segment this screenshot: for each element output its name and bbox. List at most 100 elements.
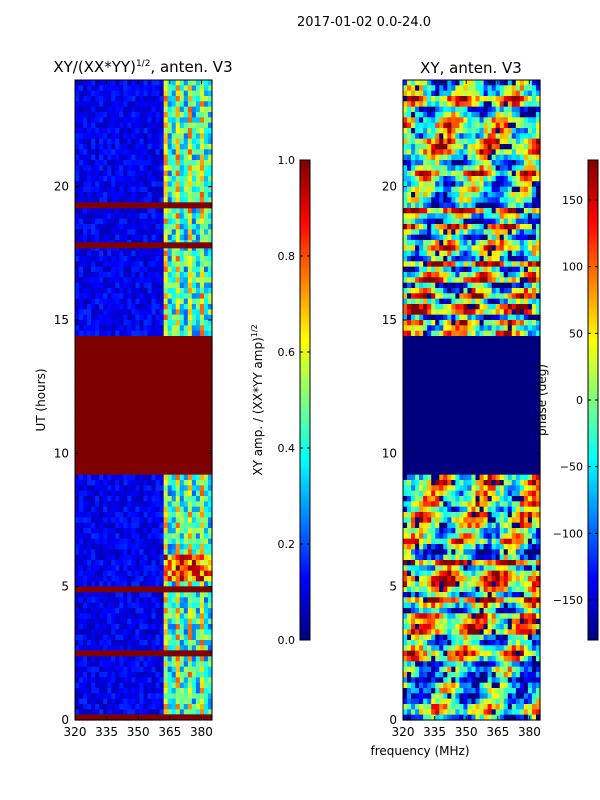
amplitude-cell bbox=[75, 128, 80, 134]
phase-cell bbox=[503, 90, 509, 97]
amplitude-cell bbox=[103, 602, 108, 609]
amplitude-cell bbox=[151, 576, 157, 582]
amplitude-cell bbox=[95, 208, 100, 214]
phase-cell bbox=[479, 138, 485, 145]
amplitude-cell bbox=[111, 101, 116, 108]
amplitude-cell bbox=[135, 149, 141, 156]
amplitude-cell bbox=[79, 277, 84, 284]
phase-cell bbox=[459, 149, 465, 156]
phase-cell bbox=[479, 85, 485, 92]
amplitude-cell bbox=[127, 688, 133, 694]
phase-cell bbox=[443, 160, 448, 166]
amplitude-cell bbox=[99, 336, 104, 342]
amplitude-cell bbox=[115, 256, 120, 262]
amplitude-cell bbox=[119, 677, 124, 684]
amplitude-cell bbox=[123, 277, 128, 284]
amplitude-cell bbox=[107, 224, 112, 230]
amplitude-cell bbox=[151, 272, 157, 278]
phase-cell bbox=[451, 128, 456, 134]
phase-cell bbox=[507, 160, 513, 166]
phase-cell bbox=[447, 197, 452, 204]
phase-cell bbox=[531, 122, 537, 129]
amplitude-cell bbox=[151, 373, 157, 380]
amplitude-cell bbox=[163, 416, 169, 422]
amplitude-cell bbox=[79, 421, 84, 428]
phase-cell bbox=[431, 80, 436, 86]
amplitude-cell bbox=[187, 410, 193, 417]
amplitude-cell bbox=[147, 570, 153, 577]
amplitude-cell bbox=[119, 309, 124, 316]
amplitude-cell bbox=[95, 85, 100, 92]
amplitude-cell bbox=[191, 394, 197, 401]
amplitude-cell bbox=[143, 112, 149, 118]
amplitude-cell bbox=[131, 453, 137, 460]
phase-cell bbox=[411, 96, 416, 102]
amplitude-cell bbox=[131, 416, 137, 422]
amplitude-cell bbox=[163, 197, 169, 204]
amplitude-cell bbox=[75, 325, 80, 332]
amplitude-cell bbox=[195, 709, 201, 716]
amplitude-cell bbox=[171, 448, 177, 454]
amplitude-cell bbox=[95, 544, 100, 550]
amplitude-cell bbox=[171, 250, 177, 257]
amplitude-cell bbox=[87, 208, 92, 214]
amplitude-cell bbox=[183, 138, 189, 145]
amplitude-cell bbox=[115, 85, 120, 92]
phase-cell bbox=[503, 117, 509, 124]
amplitude-cell bbox=[127, 96, 133, 102]
amplitude-cell bbox=[139, 688, 145, 694]
amplitude-cell bbox=[191, 432, 197, 438]
amplitude-cell bbox=[147, 186, 153, 193]
phase-cell bbox=[527, 85, 533, 92]
amplitude-cell bbox=[139, 453, 145, 460]
amplitude-cell bbox=[139, 261, 145, 268]
amplitude-cell bbox=[151, 352, 157, 358]
amplitude-cell bbox=[171, 581, 177, 588]
amplitude-cell bbox=[87, 688, 92, 694]
phase-cell bbox=[459, 90, 465, 97]
amplitude-cell bbox=[115, 266, 120, 273]
amplitude-cell bbox=[83, 80, 88, 86]
amplitude-cell bbox=[163, 277, 169, 284]
amplitude-cell bbox=[195, 592, 201, 598]
amplitude-cell bbox=[83, 496, 88, 502]
amplitude-cell bbox=[123, 666, 128, 673]
amplitude-cell bbox=[135, 549, 141, 556]
phase-cell bbox=[415, 197, 420, 204]
phase-cell bbox=[451, 149, 456, 156]
amplitude-cell bbox=[83, 298, 88, 305]
amplitude-cell bbox=[143, 224, 149, 230]
amplitude-cell bbox=[111, 656, 116, 662]
amplitude-cell bbox=[207, 608, 213, 614]
amplitude-cell bbox=[175, 336, 181, 342]
amplitude-cell bbox=[135, 501, 141, 508]
amplitude-cell bbox=[131, 629, 137, 636]
amplitude-cell bbox=[159, 80, 165, 86]
amplitude-cell bbox=[143, 256, 149, 262]
amplitude-cell bbox=[111, 576, 116, 582]
amplitude-cell bbox=[91, 101, 96, 108]
amplitude-cell bbox=[131, 293, 137, 300]
phase-cell bbox=[535, 149, 541, 156]
amplitude-cell bbox=[143, 656, 149, 662]
amplitude-cell bbox=[87, 490, 92, 497]
amplitude-cell bbox=[199, 437, 205, 444]
amplitude-cell bbox=[143, 410, 149, 417]
amplitude-cell bbox=[123, 517, 128, 524]
amplitude-cell bbox=[115, 458, 120, 465]
amplitude-cell bbox=[131, 512, 137, 518]
amplitude-cell bbox=[191, 309, 197, 316]
phase-cell bbox=[403, 133, 408, 140]
amplitude-cell bbox=[167, 224, 173, 230]
amplitude-cell bbox=[155, 341, 161, 348]
amplitude-cell bbox=[123, 501, 128, 508]
amplitude-cell bbox=[95, 629, 100, 636]
amplitude-cell bbox=[107, 186, 112, 193]
amplitude-cell bbox=[131, 186, 137, 193]
amplitude-cell bbox=[179, 101, 185, 108]
amplitude-cell bbox=[115, 512, 120, 518]
amplitude-cell bbox=[83, 629, 88, 636]
amplitude-cell bbox=[107, 346, 112, 353]
amplitude-cell bbox=[83, 192, 88, 198]
amplitude-cell bbox=[119, 394, 124, 401]
